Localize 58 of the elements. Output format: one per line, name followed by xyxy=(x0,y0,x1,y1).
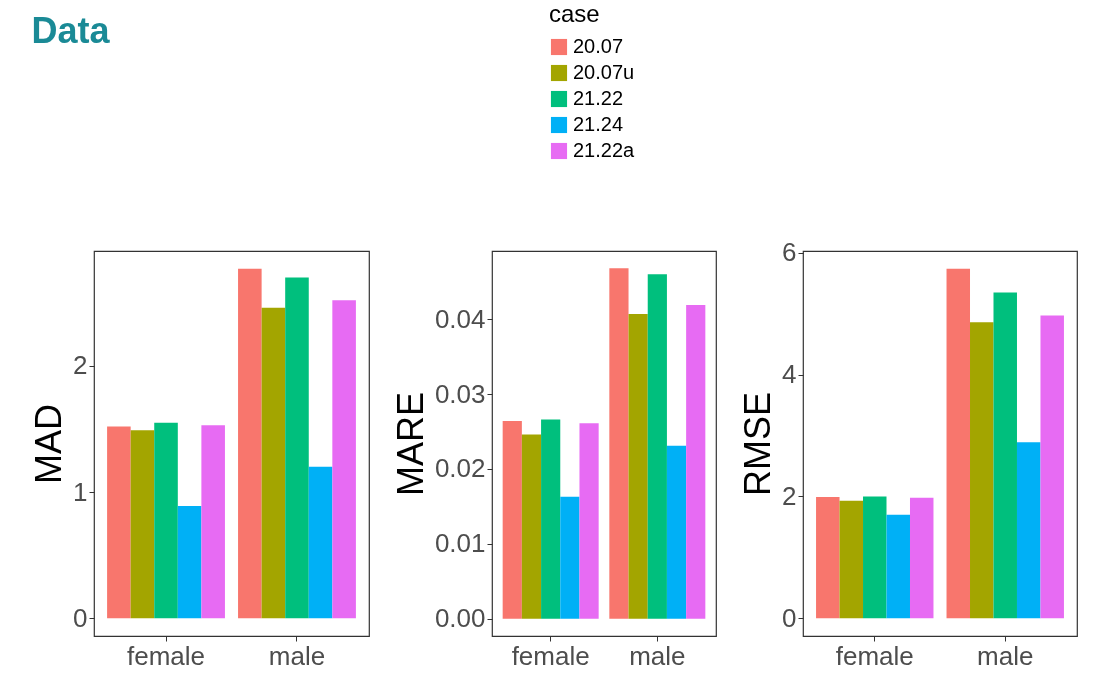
bar xyxy=(909,497,934,619)
y-tick-label: 2 xyxy=(782,481,797,511)
y-axis-title: MAD xyxy=(28,404,70,484)
x-tick-label: female xyxy=(511,640,590,671)
bar xyxy=(154,422,178,619)
bar xyxy=(647,274,667,619)
x-tick-label: female xyxy=(835,640,914,671)
bar xyxy=(130,430,155,619)
bar xyxy=(261,307,286,619)
bar xyxy=(993,292,1017,619)
bar xyxy=(628,313,648,619)
y-tick-label: 0 xyxy=(73,602,88,633)
bar xyxy=(308,466,333,619)
y-tick-label: 4 xyxy=(782,359,797,390)
bar xyxy=(201,425,225,619)
bar xyxy=(1016,442,1041,619)
legend-title: case xyxy=(549,0,600,27)
bar xyxy=(1040,315,1064,619)
bar xyxy=(332,300,356,619)
y-axis-title: RMSE xyxy=(737,391,779,497)
x-tick-label: male xyxy=(629,640,686,671)
y-tick-label: 0 xyxy=(782,602,797,633)
y-tick-label: 6 xyxy=(782,237,797,268)
bar xyxy=(285,277,309,619)
bar xyxy=(816,497,840,619)
bar xyxy=(686,304,706,619)
bar xyxy=(107,426,131,619)
x-tick-label: female xyxy=(127,640,206,671)
y-axis-title: MARE xyxy=(389,391,431,497)
legend-label: 20.07 xyxy=(573,35,624,57)
bar xyxy=(946,268,971,619)
bar xyxy=(666,445,687,619)
y-tick-label: 0.04 xyxy=(434,303,486,334)
legend-label: 20.07u xyxy=(573,61,635,83)
legend-label: 21.22 xyxy=(573,87,624,109)
bar xyxy=(579,423,599,619)
bar xyxy=(502,421,522,619)
y-tick-label: 0.03 xyxy=(434,378,486,409)
legend-label: 21.24 xyxy=(573,113,624,135)
bar xyxy=(839,500,864,619)
legend-label: 21.22a xyxy=(573,139,636,161)
y-tick-label: 0.02 xyxy=(434,453,486,484)
y-tick-label: 0.00 xyxy=(434,603,486,634)
chart-title: Data xyxy=(31,10,111,51)
bar xyxy=(560,496,580,619)
bar xyxy=(609,268,629,619)
bar xyxy=(886,514,910,619)
y-tick-label: 1 xyxy=(73,476,88,507)
y-tick-label: 0.01 xyxy=(434,528,486,559)
bar xyxy=(177,505,202,619)
bar xyxy=(521,434,542,619)
x-tick-label: male xyxy=(977,640,1034,671)
bar xyxy=(863,496,887,619)
y-tick-label: 2 xyxy=(73,350,88,381)
bar xyxy=(238,268,262,619)
x-tick-label: male xyxy=(268,640,326,671)
bar xyxy=(970,322,994,619)
bar xyxy=(541,419,561,619)
